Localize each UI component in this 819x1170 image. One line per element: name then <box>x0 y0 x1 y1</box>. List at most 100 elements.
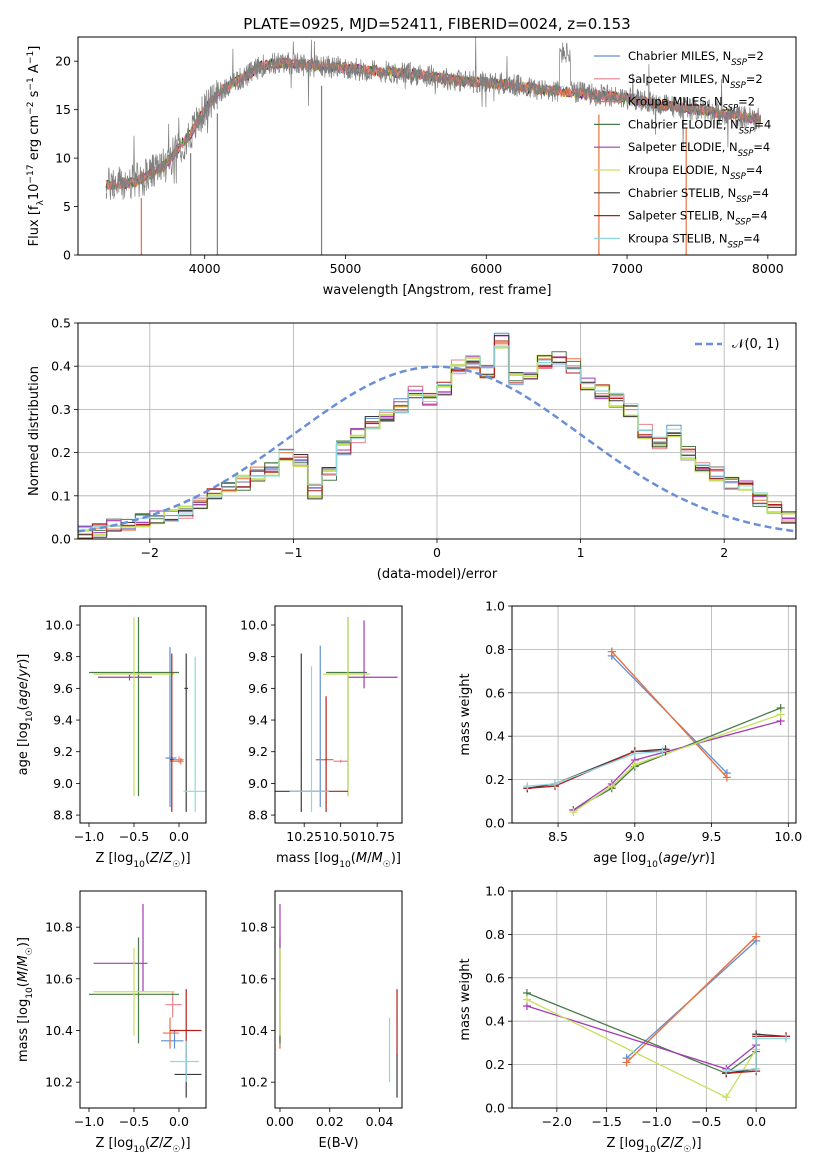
residuals-panel: −2 −1 0 1 2 0.0 0.1 0.2 0.3 0.4 0.5 𝒩(0, 1) (data-mo… <box>27 316 797 582</box>
y-tick-label: 10.6 <box>45 971 73 986</box>
legend-label: Salpeter MILES, NSSP=2 <box>628 72 763 91</box>
legend-label: Chabrier STELIB, NSSP=4 <box>628 186 769 205</box>
x-tick-label: −1.5 <box>591 1114 621 1129</box>
x-axis-label: Z [log10(Z/Z☉)] <box>606 1136 701 1155</box>
x-axis-label: Z [log10(Z/Z☉)] <box>95 1136 190 1155</box>
x-tick-label: 5000 <box>330 261 362 276</box>
x-tick-label: −1.0 <box>74 1114 104 1129</box>
y-tick-label: 10.4 <box>240 1023 268 1038</box>
x-tick-label: 10.75 <box>359 829 395 844</box>
weight-marker <box>658 747 667 756</box>
legend-label: 𝒩(0, 1) <box>732 337 779 352</box>
x-tick-label: 9.5 <box>702 829 722 844</box>
y-tick-label: 1.0 <box>485 599 505 614</box>
x-tick-label: 0.0 <box>746 1114 766 1129</box>
weight-line <box>573 713 781 813</box>
axes-frame <box>274 890 403 1109</box>
x-axis-label: age [log10(age/yr)] <box>593 851 715 870</box>
x-tick-label: −1 <box>284 545 302 560</box>
y-tick-label: 0.5 <box>51 316 71 331</box>
y-tick-label: 0.1 <box>51 488 71 503</box>
y-tick-label: 10.8 <box>240 920 268 935</box>
spectrum-panel: 4000 5000 6000 7000 8000 0 5 10 15 20 Chabrier MIL… <box>26 36 797 298</box>
plot-area <box>523 647 785 817</box>
observed-spectrum-line <box>105 37 762 200</box>
x-tick-label: 2 <box>720 545 728 560</box>
y-tick-label: 10.6 <box>240 971 268 986</box>
mass-vs-extinction-panel: 0.00 0.02 0.04 10.2 10.4 10.6 10.8 E(B-V) <box>240 890 403 1151</box>
y-tick-label: 8.8 <box>53 808 73 823</box>
y-tick-label: 10.8 <box>45 920 73 935</box>
y-tick-label: 1.0 <box>485 884 505 899</box>
y-tick-label: 0.0 <box>51 532 71 547</box>
x-axis-label: Z [log10(Z/Z☉)] <box>95 851 190 870</box>
x-tick-label: −0.5 <box>691 1114 721 1129</box>
x-tick-label: −2 <box>141 545 159 560</box>
x-tick-label: 10.0 <box>774 829 802 844</box>
x-tick-label: −2.0 <box>542 1114 572 1129</box>
y-tick-label: 0.6 <box>485 970 505 985</box>
y-tick-label: 10 <box>55 151 71 166</box>
y-tick-label: 10.0 <box>45 618 73 633</box>
y-tick-label: 0.0 <box>485 1101 505 1116</box>
y-tick-label: 15 <box>55 102 71 117</box>
x-tick-label: −0.5 <box>119 1114 149 1129</box>
y-tick-label: 0 <box>63 248 71 263</box>
weight-marker <box>630 749 639 758</box>
x-tick-label: 4000 <box>189 261 221 276</box>
weight-marker <box>622 1058 631 1067</box>
x-axis-label: mass [log10(M/M☉)] <box>276 851 401 870</box>
legend-label: Chabrier MILES, NSSP=2 <box>628 49 764 68</box>
y-tick-label: 9.4 <box>248 713 268 728</box>
y-tick-label: 10.0 <box>240 618 268 633</box>
x-tick-label: 1 <box>577 545 585 560</box>
x-tick-label: 0.00 <box>266 1114 294 1129</box>
axes-frame <box>79 890 207 1109</box>
y-tick-label: 20 <box>55 54 71 69</box>
y-axis-label: Flux [fλ10−17 erg cm−2 s−1 A−1] <box>26 46 46 247</box>
y-axis-label: mass weight <box>458 673 473 755</box>
y-tick-label: 9.0 <box>248 776 268 791</box>
weight-line <box>527 750 663 787</box>
x-axis-label: E(B-V) <box>318 1136 358 1151</box>
weight-marker <box>607 647 616 656</box>
x-tick-label: 0.04 <box>366 1114 394 1129</box>
legend-label: Chabrier ELODIE, NSSP=4 <box>628 117 771 136</box>
y-tick-label: 10.4 <box>45 1023 73 1038</box>
y-axis-label: Normed distribution <box>27 366 42 496</box>
plot-area <box>78 332 796 539</box>
y-tick-label: 0.4 <box>51 359 71 374</box>
x-tick-label: 8000 <box>752 261 784 276</box>
y-tick-label: 10.2 <box>240 1075 268 1090</box>
axes-frame <box>79 605 207 824</box>
y-axis-label: mass [log10(M/M☉)] <box>16 937 35 1062</box>
plot-area <box>279 903 398 1098</box>
age-vs-metallicity-panel: −1.0 −0.5 0.0 8.8 9.0 9.2 9.4 9.6 9.8 10.0 Z [log1… <box>16 605 207 870</box>
x-tick-label: −1.0 <box>74 829 104 844</box>
x-tick-label: 0.0 <box>169 829 189 844</box>
weight-marker <box>752 932 761 941</box>
plot-area <box>275 617 398 812</box>
normal-curve <box>78 365 796 533</box>
plot-area <box>105 37 762 255</box>
legend-label: Kroupa MILES, NSSP=2 <box>628 95 755 114</box>
y-tick-label: 0.8 <box>485 927 505 942</box>
y-tick-label: 0.4 <box>485 1014 505 1029</box>
y-tick-label: 9.8 <box>248 649 268 664</box>
weight-line <box>527 748 666 789</box>
weight-marker <box>522 995 531 1004</box>
axes-frame <box>511 605 797 824</box>
x-tick-label: 0.02 <box>316 1114 344 1129</box>
y-tick-label: 0.0 <box>485 816 505 831</box>
histogram-step <box>78 345 796 539</box>
weight-line <box>611 651 728 778</box>
axes-frame <box>77 322 797 540</box>
y-tick-label: 9.4 <box>53 713 73 728</box>
weight-vs-metallicity-panel: −2.0 −1.5 −1.0 −0.5 0.0 0.0 0.2 0.4 0.6 0.8 1.0 Z [… <box>458 884 797 1155</box>
x-axis-label: (data-model)/error <box>377 567 498 582</box>
y-tick-label: 0.2 <box>51 445 71 460</box>
figure-title: PLATE=0925, MJD=52411, FIBERID=0024, z=0… <box>243 15 630 33</box>
legend-label: Kroupa STELIB, NSSP=4 <box>628 231 760 250</box>
plot-area <box>89 903 202 1098</box>
weight-marker <box>722 1067 731 1076</box>
